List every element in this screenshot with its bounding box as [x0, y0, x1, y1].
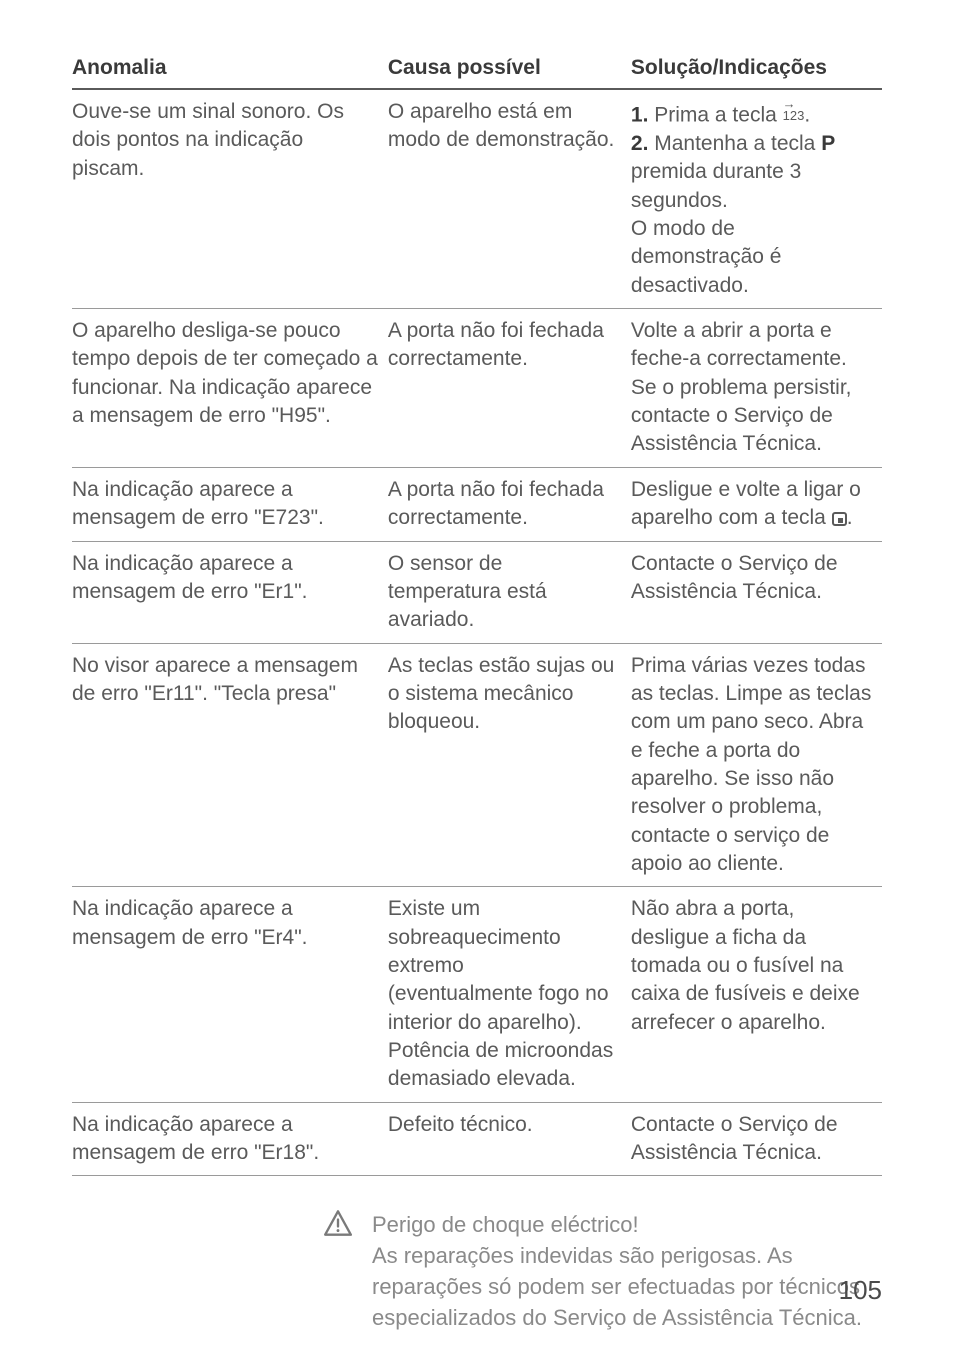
text-fragment: O modo de demonstração é desactivado. — [631, 217, 782, 297]
warning-icon — [324, 1210, 352, 1333]
cell-causa: Defeito técnico. — [388, 1102, 631, 1176]
cell-causa: A porta não foi fechada correctamente. — [388, 309, 631, 468]
cell-causa: As teclas estão sujas ou o sistema mecân… — [388, 643, 631, 887]
table-row: Ouve-se um sinal sonoro. Os dois pontos … — [72, 89, 882, 309]
cell-anomalia: O aparelho desliga-se pouco tempo depois… — [72, 309, 388, 468]
table-row: Na indicação aparece a mensagem de erro … — [72, 887, 882, 1102]
header-solucao: Solução/Indicações — [631, 50, 882, 89]
table-row: Na indicação aparece a mensagem de erro … — [72, 467, 882, 541]
table-row: No visor aparece a mensagem de erro "Er1… — [72, 643, 882, 887]
cell-anomalia: Na indicação aparece a mensagem de erro … — [72, 467, 388, 541]
text-fragment: Mantenha a tecla — [648, 132, 821, 155]
table-row: O aparelho desliga-se pouco tempo depois… — [72, 309, 882, 468]
cell-anomalia: Ouve-se um sinal sonoro. Os dois pontos … — [72, 89, 388, 309]
cell-solucao: Não abra a porta, desligue a ficha da to… — [631, 887, 882, 1102]
cell-causa: O sensor de temperatura está avariado. — [388, 541, 631, 643]
arrow-123-icon: →123 — [783, 98, 805, 121]
text-fragment: . — [804, 104, 810, 127]
cell-causa: A porta não foi fechada correctamente. — [388, 467, 631, 541]
step-number: 1. — [631, 104, 649, 127]
cell-anomalia: Na indicação aparece a mensagem de erro … — [72, 1102, 388, 1176]
table-row: Na indicação aparece a mensagem de erro … — [72, 541, 882, 643]
header-causa: Causa possível — [388, 50, 631, 89]
warning-block: Perigo de choque eléctrico! As reparaçõe… — [72, 1210, 882, 1333]
stop-icon — [832, 512, 847, 526]
header-anomalia: Anomalia — [72, 50, 388, 89]
warning-body: As reparações indevidas são perigosas. A… — [372, 1243, 862, 1330]
page-number: 105 — [839, 1275, 882, 1306]
warning-text: Perigo de choque eléctrico! As reparaçõe… — [372, 1210, 862, 1333]
cell-solucao: Contacte o Serviço de Assistência Técnic… — [631, 541, 882, 643]
key-label: P — [821, 132, 835, 155]
cell-solucao: Contacte o Serviço de Assistência Técnic… — [631, 1102, 882, 1176]
cell-anomalia: Na indicação aparece a mensagem de erro … — [72, 887, 388, 1102]
table-row: Na indicação aparece a mensagem de erro … — [72, 1102, 882, 1176]
troubleshooting-table: Anomalia Causa possível Solução/Indicaçõ… — [72, 50, 882, 1176]
cell-anomalia: Na indicação aparece a mensagem de erro … — [72, 541, 388, 643]
cell-causa: Existe um sobreaquecimento extremo (even… — [388, 887, 631, 1102]
cell-anomalia: No visor aparece a mensagem de erro "Er1… — [72, 643, 388, 887]
cell-causa: O aparelho está em modo de demonstração. — [388, 89, 631, 309]
text-fragment: premida durante 3 segundos. — [631, 160, 801, 211]
step-number: 2. — [631, 132, 649, 155]
cell-solucao: Volte a abrir a porta e feche-a correcta… — [631, 309, 882, 468]
text-fragment: Prima a tecla — [648, 104, 782, 127]
cell-solucao: 1. Prima a tecla →123. 2. Mantenha a tec… — [631, 89, 882, 309]
cell-solucao: Prima várias vezes todas as teclas. Limp… — [631, 643, 882, 887]
warning-title: Perigo de choque eléctrico! — [372, 1212, 639, 1237]
text-fragment: Desligue e volte a ligar o aparelho com … — [631, 478, 861, 529]
cell-solucao: Desligue e volte a ligar o aparelho com … — [631, 467, 882, 541]
text-fragment: . — [847, 506, 853, 529]
